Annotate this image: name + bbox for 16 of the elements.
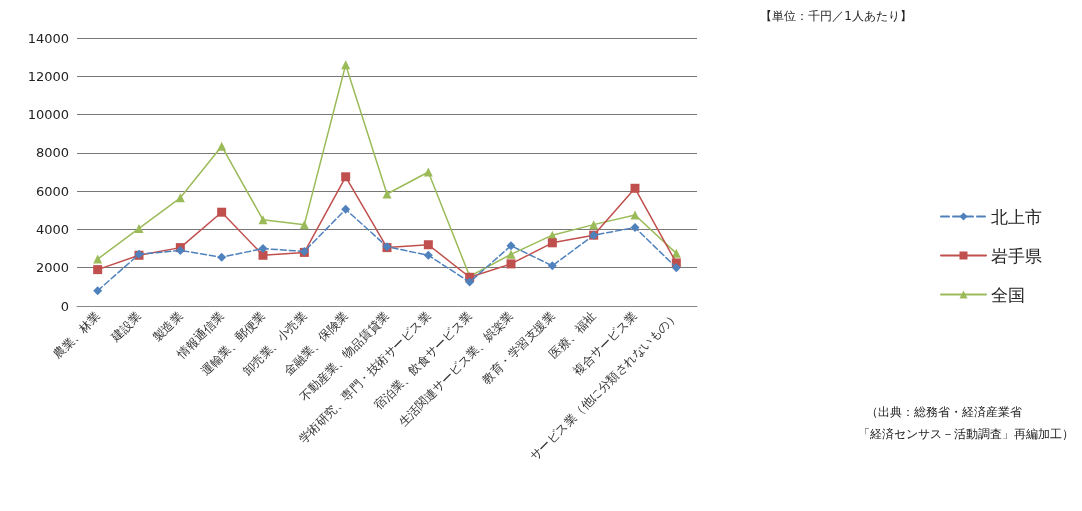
text: 【単位：千円／1人あたり】 — [760, 9, 913, 23]
y-tick-label: 6000 — [35, 183, 69, 199]
y-tick-label: 10000 — [27, 107, 69, 123]
y-tick-label: 0 — [60, 298, 69, 314]
y-tick-label: 4000 — [35, 221, 69, 237]
y-tick-label: 12000 — [27, 68, 69, 84]
text: （出典：総務省・経済産業省 — [866, 405, 1022, 419]
y-tick-label: 14000 — [27, 30, 69, 46]
legend-label: 北上市 — [991, 206, 1042, 227]
legend-label: 岩手県 — [991, 245, 1042, 266]
legend-label: 全国 — [991, 284, 1025, 305]
x-tick-label: 建設業 — [107, 309, 144, 346]
x-tick-label: 製造業 — [149, 309, 186, 345]
text: 「経済センサス－活動調査」再編加工） — [858, 427, 1074, 441]
y-tick-label: 8000 — [35, 145, 69, 161]
y-tick-label: 2000 — [35, 260, 69, 276]
